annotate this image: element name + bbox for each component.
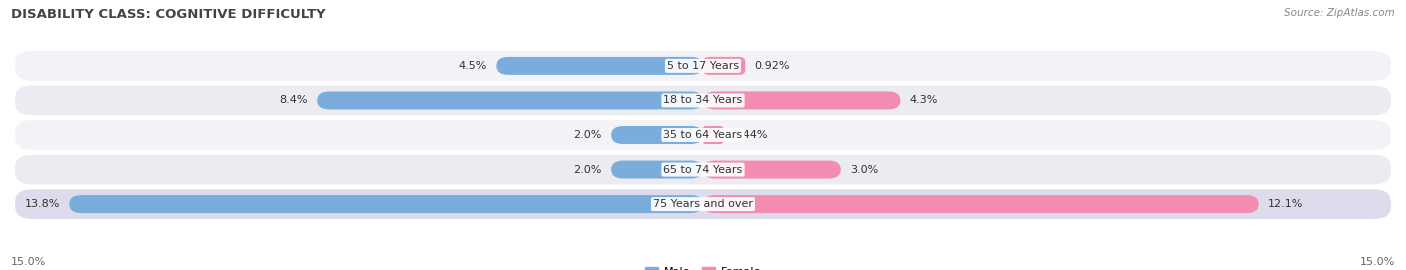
Text: 3.0%: 3.0%: [851, 164, 879, 175]
Text: 5 to 17 Years: 5 to 17 Years: [666, 61, 740, 71]
FancyBboxPatch shape: [496, 57, 703, 75]
Text: Source: ZipAtlas.com: Source: ZipAtlas.com: [1284, 8, 1395, 18]
Text: 35 to 64 Years: 35 to 64 Years: [664, 130, 742, 140]
FancyBboxPatch shape: [14, 85, 1392, 116]
FancyBboxPatch shape: [14, 188, 1392, 220]
FancyBboxPatch shape: [703, 92, 900, 109]
Text: 65 to 74 Years: 65 to 74 Years: [664, 164, 742, 175]
FancyBboxPatch shape: [703, 195, 1258, 213]
Text: 0.92%: 0.92%: [755, 61, 790, 71]
FancyBboxPatch shape: [69, 195, 703, 213]
FancyBboxPatch shape: [318, 92, 703, 109]
Text: 75 Years and over: 75 Years and over: [652, 199, 754, 209]
Text: 12.1%: 12.1%: [1268, 199, 1303, 209]
Text: 2.0%: 2.0%: [574, 130, 602, 140]
Text: 15.0%: 15.0%: [1360, 257, 1395, 267]
FancyBboxPatch shape: [14, 154, 1392, 185]
Text: DISABILITY CLASS: COGNITIVE DIFFICULTY: DISABILITY CLASS: COGNITIVE DIFFICULTY: [11, 8, 326, 21]
FancyBboxPatch shape: [14, 119, 1392, 151]
FancyBboxPatch shape: [703, 57, 745, 75]
FancyBboxPatch shape: [612, 126, 703, 144]
FancyBboxPatch shape: [703, 161, 841, 178]
Text: 18 to 34 Years: 18 to 34 Years: [664, 95, 742, 106]
Text: 4.3%: 4.3%: [910, 95, 938, 106]
Text: 8.4%: 8.4%: [280, 95, 308, 106]
Legend: Male, Female: Male, Female: [641, 262, 765, 270]
Text: 2.0%: 2.0%: [574, 164, 602, 175]
FancyBboxPatch shape: [703, 126, 723, 144]
Text: 4.5%: 4.5%: [458, 61, 486, 71]
Text: 0.44%: 0.44%: [733, 130, 768, 140]
FancyBboxPatch shape: [612, 161, 703, 178]
FancyBboxPatch shape: [14, 50, 1392, 82]
Text: 13.8%: 13.8%: [25, 199, 60, 209]
Text: 15.0%: 15.0%: [11, 257, 46, 267]
